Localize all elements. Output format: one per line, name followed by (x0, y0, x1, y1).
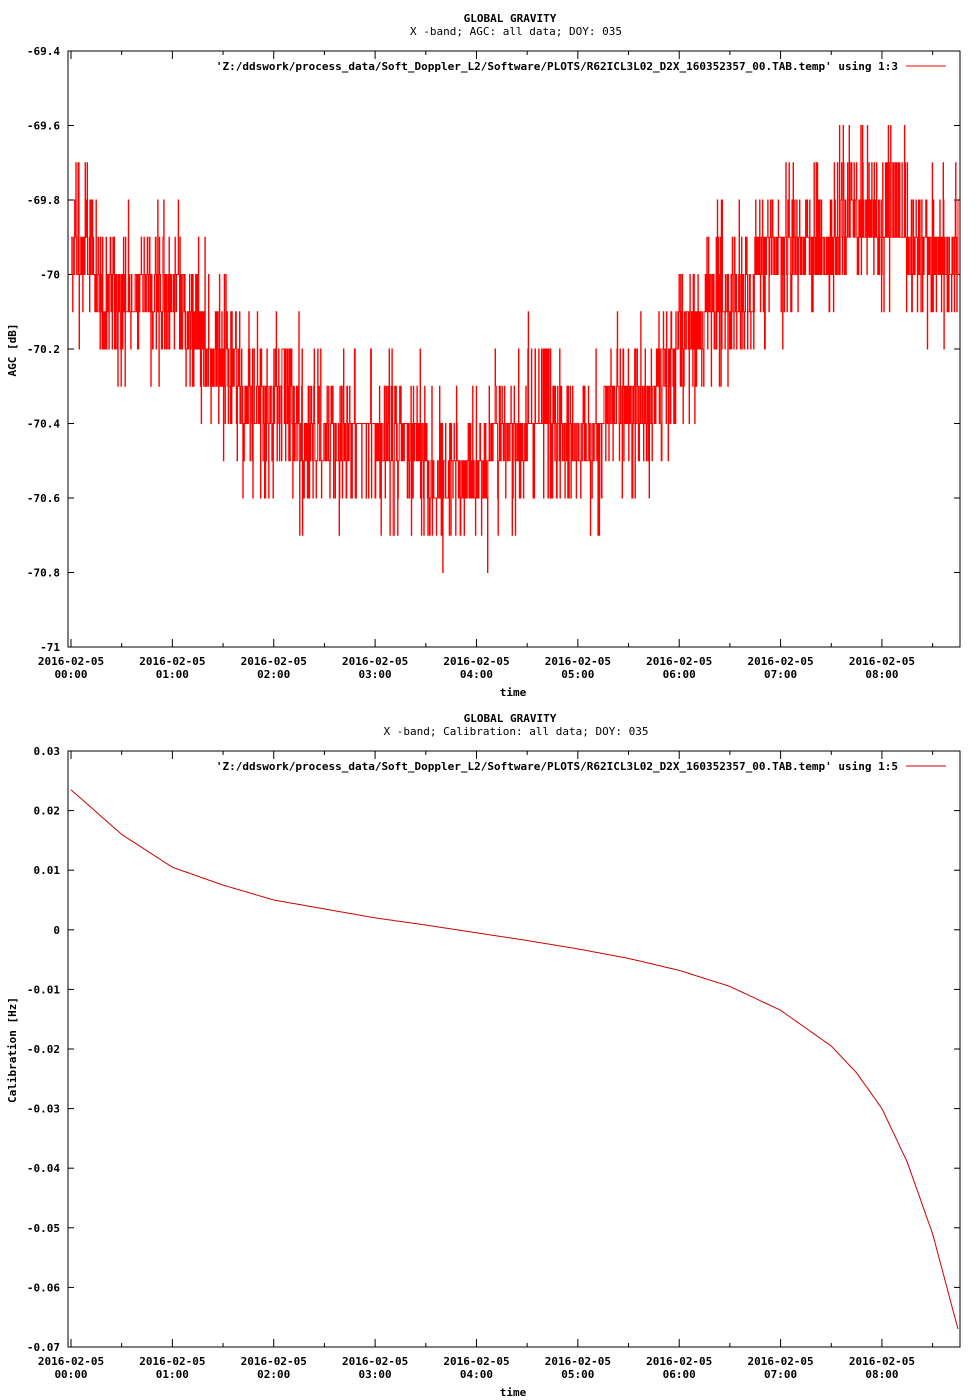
calibration-x-tick-time: 07:00 (764, 1368, 797, 1381)
agc-x-tick-date: 2016-02-05 (38, 655, 104, 668)
calibration-x-tick-date: 2016-02-05 (38, 1355, 104, 1368)
agc-x-tick-date: 2016-02-05 (545, 655, 611, 668)
agc-legend: 'Z:/ddswork/process_data/Soft_Doppler_L2… (216, 60, 946, 73)
agc-chart: GLOBAL GRAVITY X -band; AGC: all data; D… (6, 12, 961, 699)
calibration-series (70, 789, 959, 1330)
calibration-chart-subtitle: X -band; Calibration: all data; DOY: 035 (384, 725, 649, 738)
agc-chart-subtitle: X -band; AGC: all data; DOY: 035 (410, 25, 622, 38)
agc-y-tick-label: -70.2 (27, 343, 60, 356)
agc-x-tick-time: 04:00 (460, 668, 493, 681)
calibration-legend: 'Z:/ddswork/process_data/Soft_Doppler_L2… (216, 760, 946, 773)
calibration-y-axis-label: Calibration [Hz] (6, 997, 19, 1103)
calibration-plot-frame (67, 750, 961, 1348)
calibration-chart: GLOBAL GRAVITY X -band; Calibration: all… (6, 712, 961, 1399)
calibration-y-tick-label: -0.07 (27, 1341, 60, 1354)
calibration-y-tick-label: -0.02 (27, 1043, 60, 1056)
calibration-x-tick-time: 08:00 (865, 1368, 898, 1381)
calibration-y-tick-label: 0.03 (34, 745, 61, 758)
calibration-x-tick-date: 2016-02-05 (443, 1355, 509, 1368)
calibration-x-tick-date: 2016-02-05 (139, 1355, 205, 1368)
agc-ticks: -69.4 -69.6 -69.8 -70 -70.2 -70.4 -70.6 -70.8 -7… (27, 45, 960, 681)
agc-x-tick-time: 08:00 (865, 668, 898, 681)
agc-x-tick-time: 01:00 (156, 668, 189, 681)
calibration-chart-title: GLOBAL GRAVITY (464, 712, 557, 725)
agc-x-tick-time: 02:00 (257, 668, 290, 681)
calibration-series-line (70, 789, 959, 1330)
agc-y-tick-label: -70.8 (27, 567, 60, 580)
agc-x-tick-time: 00:00 (54, 668, 87, 681)
calibration-y-tick-label: 0 (53, 924, 60, 937)
agc-y-tick-label: -69.6 (27, 120, 60, 133)
calibration-x-tick-date: 2016-02-05 (747, 1355, 813, 1368)
agc-y-tick-label: -71 (40, 641, 60, 654)
calibration-x-tick-time: 03:00 (359, 1368, 392, 1381)
agc-series (71, 125, 959, 573)
agc-x-tick-date: 2016-02-05 (139, 655, 205, 668)
agc-y-tick-label: -69.4 (27, 45, 60, 58)
agc-chart-title: GLOBAL GRAVITY (464, 12, 557, 25)
agc-x-tick-time: 06:00 (663, 668, 696, 681)
agc-x-tick-date: 2016-02-05 (747, 655, 813, 668)
calibration-y-tick-label: -0.01 (27, 983, 60, 996)
calibration-legend-label: 'Z:/ddswork/process_data/Soft_Doppler_L2… (216, 760, 898, 773)
calibration-x-tick-time: 06:00 (663, 1368, 696, 1381)
calibration-x-tick-date: 2016-02-05 (849, 1355, 915, 1368)
calibration-y-tick-label: -0.06 (27, 1281, 60, 1294)
calibration-x-tick-time: 00:00 (54, 1368, 87, 1381)
agc-x-tick-time: 07:00 (764, 668, 797, 681)
agc-y-tick-label: -70.6 (27, 492, 60, 505)
calibration-x-tick-date: 2016-02-05 (545, 1355, 611, 1368)
agc-y-axis-label: AGC [dB] (6, 324, 19, 377)
calibration-y-tick-label: 0.02 (34, 805, 61, 818)
calibration-x-tick-time: 05:00 (561, 1368, 594, 1381)
calibration-y-tick-label: -0.05 (27, 1222, 60, 1235)
agc-x-axis-label: time (500, 686, 527, 699)
agc-x-tick-date: 2016-02-05 (443, 655, 509, 668)
calibration-y-tick-label: -0.04 (27, 1162, 60, 1175)
calibration-x-tick-date: 2016-02-05 (241, 1355, 307, 1368)
agc-y-tick-label: -70 (40, 269, 60, 282)
agc-x-tick-date: 2016-02-05 (849, 655, 915, 668)
agc-series-line (71, 125, 959, 573)
agc-x-tick-date: 2016-02-05 (241, 655, 307, 668)
agc-x-tick-time: 03:00 (359, 668, 392, 681)
agc-x-tick-date: 2016-02-05 (342, 655, 408, 668)
calibration-ticks: 0.03 0.02 0.01 0 -0.01 -0.02 -0.03 -0.04 -0.05 -0… (27, 745, 960, 1381)
calibration-x-tick-time: 01:00 (156, 1368, 189, 1381)
calibration-x-tick-date: 2016-02-05 (342, 1355, 408, 1368)
calibration-x-tick-date: 2016-02-05 (646, 1355, 712, 1368)
agc-x-tick-date: 2016-02-05 (646, 655, 712, 668)
agc-x-tick-time: 05:00 (561, 668, 594, 681)
calibration-x-tick-time: 02:00 (257, 1368, 290, 1381)
agc-legend-label: 'Z:/ddswork/process_data/Soft_Doppler_L2… (216, 60, 898, 73)
calibration-y-tick-label: 0.01 (34, 864, 61, 877)
calibration-x-axis-label: time (500, 1386, 527, 1399)
agc-plot-frame (67, 50, 961, 648)
calibration-x-tick-time: 04:00 (460, 1368, 493, 1381)
calibration-y-tick-label: -0.03 (27, 1103, 60, 1116)
agc-y-tick-label: -69.8 (27, 194, 60, 207)
agc-y-tick-label: -70.4 (27, 418, 60, 431)
